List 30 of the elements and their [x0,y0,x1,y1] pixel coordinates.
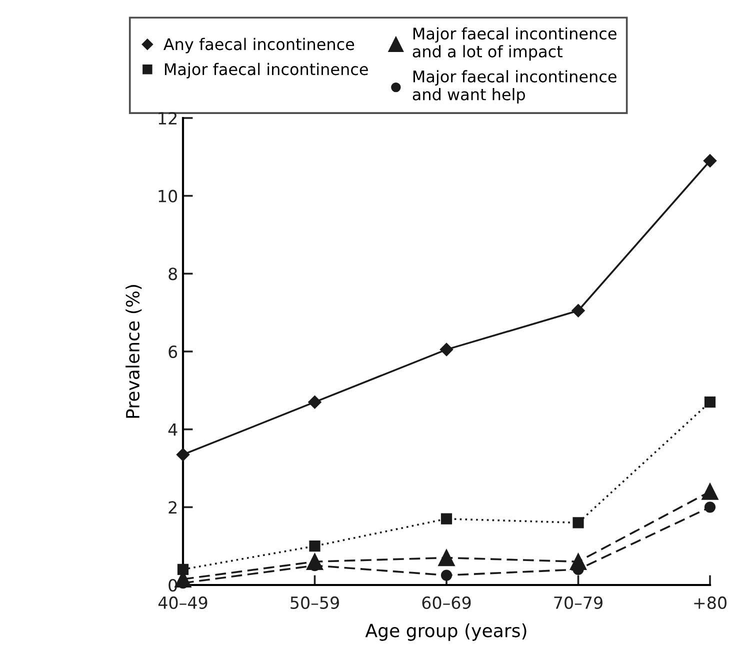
x-tick-label: 50–59 [290,596,339,610]
y-tick-label: 4 [168,424,178,436]
point [438,549,455,566]
y-tick-label: 12 [158,112,176,124]
y-tick-label: 6 [168,345,178,358]
legend-label: Any faecal incontinence [164,38,354,54]
point [309,540,320,552]
point [440,570,452,581]
y-axis-title: Prevalence (%) [126,285,142,418]
point [440,513,452,524]
point [308,396,322,409]
y-tick-label: 8 [168,268,177,280]
point [440,342,454,356]
point [176,448,190,462]
point [572,304,585,318]
x-tick-label: 40–49 [158,596,208,610]
y-tick-label: 10 [158,190,178,202]
point [703,154,717,168]
point [702,483,718,500]
x-tick-label: 70–79 [554,596,602,610]
legend-label: Major faecal incontinence and want help [412,70,616,104]
legend-label: Major faecal incontinence [164,62,368,78]
x-axis-title: Age group (years) [365,623,526,641]
x-tick-label: 60–69 [422,596,471,610]
point [704,396,716,408]
legend-label: Major faecal incontinence and a lot of impact [412,27,616,61]
point [572,517,584,528]
y-tick-label: 2 [168,501,176,514]
x-tick-label: +80 [694,596,726,610]
point [704,502,716,513]
